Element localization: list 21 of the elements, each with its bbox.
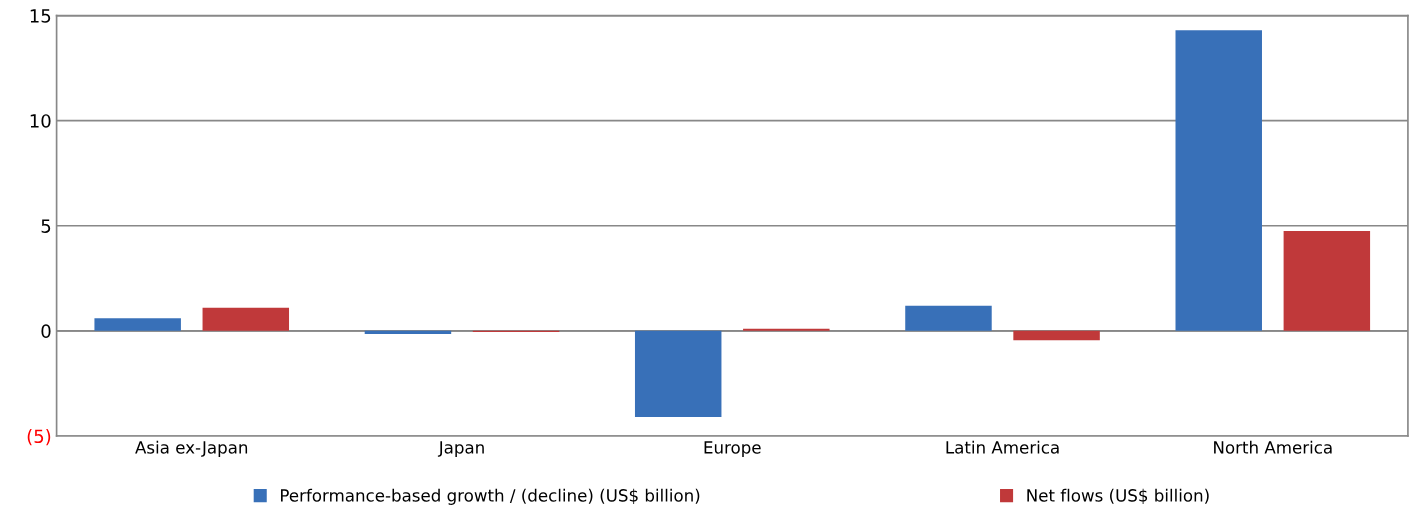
x-tick-label: Asia ex-Japan	[135, 440, 248, 457]
x-tick-label: North America	[1214, 440, 1332, 454]
bar	[905, 305, 992, 331]
legend-label: Performance-based growth / (decline) (US$ billion)	[281, 488, 700, 505]
y-tick-label: 10	[30, 114, 51, 128]
y-tick-label: 5	[41, 219, 51, 233]
bar	[634, 330, 722, 418]
y-tick-label: (5)	[27, 429, 51, 446]
bar	[1013, 330, 1100, 341]
x-tick-label: Europe	[704, 441, 761, 457]
legend-label: Net flows (US$ billion)	[1027, 488, 1209, 504]
bar	[364, 330, 452, 335]
x-tick-label: Japan	[437, 441, 484, 457]
bar	[1175, 30, 1262, 331]
bar	[94, 318, 181, 331]
bar	[1283, 231, 1371, 331]
x-tick-label: Latin America	[946, 440, 1059, 454]
bar	[743, 328, 830, 331]
y-tick-label: 0	[41, 324, 51, 338]
y-tick-label: 15	[30, 9, 51, 23]
bar	[202, 307, 290, 331]
